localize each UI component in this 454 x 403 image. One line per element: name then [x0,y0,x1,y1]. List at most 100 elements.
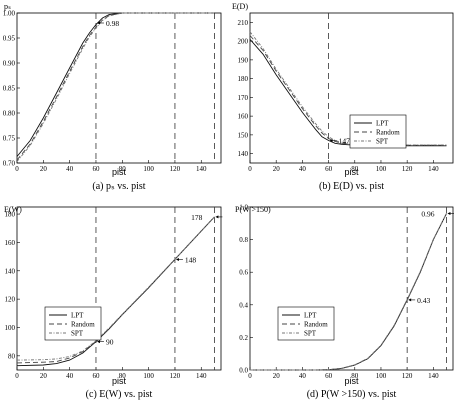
x-tick-label: 40 [299,372,307,380]
plot-frame [249,12,454,164]
annotation-arrowhead [447,212,451,216]
x-tick-label: 140 [428,372,439,380]
y-axis-label: P(W >150) [235,205,271,214]
legend-label: LPT [304,312,317,320]
y-axis-label: E(W) [4,205,22,214]
series-line-lpt [250,213,447,371]
legend-label: LPT [376,120,389,128]
legend-label: SPT [71,330,84,338]
series-line-lpt [16,12,215,157]
x-tick-label: 60 [325,372,333,380]
x-axis-label: pist [344,376,359,386]
plot-frame [16,206,222,371]
x-tick-label: 120 [402,165,413,173]
x-axis-label: pist [344,167,359,177]
y-tick-label: 0.4 [239,301,248,309]
y-tick-label: 140 [5,267,16,275]
series-line-random [249,35,447,146]
annotation-arrowhead [96,21,100,25]
annotation-label: 0.43 [417,296,430,305]
x-tick-label: 0 [248,372,252,380]
annotation-arrowhead [329,139,333,142]
annotation-arrowhead [175,257,179,261]
y-axis-label: pₛ [4,2,11,11]
y-tick-label: 0.80 [3,110,16,118]
x-tick-label: 0 [248,165,252,173]
y-tick-label: 160 [238,113,249,121]
y-tick-label: 0.6 [239,269,248,277]
annotation-arrowhead [408,298,412,302]
y-tick-label: 0.85 [3,85,16,93]
annotation-label: 90 [106,338,114,347]
chart-panel-2: 0 20 40 60 80 100 120 140 80 100 120 140 160 180 90 148… [4,205,223,400]
y-tick-label: 0.75 [3,135,16,143]
chart-caption: (d) P(W >150) vs. pist [307,389,397,400]
series-line-spt [249,31,447,146]
y-tick-label: 0.0 [239,367,248,375]
x-tick-label: 120 [170,372,181,380]
x-tick-label: 20 [40,372,48,380]
x-tick-label: 0 [15,165,19,173]
y-tick-label: 120 [5,296,16,304]
x-tick-label: 40 [66,165,74,173]
legend-box [277,306,335,341]
annotation-label: 0.96 [421,210,434,219]
annotation-label: 178 [191,213,203,222]
y-tick-label: 140 [238,150,249,158]
x-tick-label: 120 [402,372,413,380]
series-line-lpt [16,216,215,367]
x-tick-label: 80 [119,372,127,380]
series-line-spt [16,216,215,361]
x-tick-label: 20 [273,372,281,380]
annotation-arrowhead [96,340,100,344]
y-tick-label: 150 [238,131,249,139]
series-line-random [250,213,447,371]
plot-frame [249,206,454,371]
y-tick-label: 100 [5,324,16,332]
x-tick-label: 100 [376,372,387,380]
y-tick-label: 80 [8,352,16,360]
series-line-random [16,12,215,161]
x-tick-label: 100 [143,372,154,380]
legend-label: SPT [376,138,389,146]
chart-caption: (c) E(W) vs. pist [86,389,153,400]
x-tick-label: 60 [325,165,333,173]
legend-label: Random [376,129,400,137]
y-tick-label: 180 [5,211,16,219]
series-line-lpt [249,39,447,147]
x-axis-label: pist [112,376,127,386]
x-tick-label: 100 [143,165,154,173]
x-tick-label: 140 [196,165,207,173]
x-tick-label: 60 [92,372,100,380]
y-tick-label: 1.0 [239,204,248,212]
x-tick-label: 40 [66,372,74,380]
y-tick-label: 0.90 [3,60,16,68]
annotation-label: 147 [339,137,351,146]
x-tick-label: 100 [376,165,387,173]
y-tick-label: 160 [5,239,16,247]
x-axis-label: pist [112,167,127,177]
plot-frame [16,12,222,164]
legend-label: Random [304,321,328,329]
chart-caption: (b) E(D) vs. pist [319,181,384,192]
x-tick-label: 40 [299,165,307,173]
y-tick-label: 1.00 [3,10,16,18]
x-tick-label: 20 [40,165,48,173]
x-tick-label: 120 [170,165,181,173]
annotation-arrowhead [215,215,219,219]
series-line-spt [16,12,215,162]
chart-panel-3: 0 20 40 60 80 100 120 140 0.0 0.2 0.4 0.6 0.8 1.0 0.43… [235,204,454,400]
legend-label: LPT [71,312,84,320]
series-line-random [16,216,215,364]
legend-label: Random [71,321,95,329]
y-tick-label: 170 [238,94,249,102]
x-tick-label: 0 [15,372,19,380]
y-tick-label: 0.70 [3,160,16,168]
x-tick-label: 140 [428,165,439,173]
chart-panel-0: 0 20 40 60 80 100 120 140 0.70 0.75 0.80 0.85 0.90 0.… [3,2,222,192]
x-tick-label: 60 [92,165,100,173]
annotation-label: 0.98 [106,19,119,28]
chart-panel-1: 0 20 40 60 80 100 120 140 140 150 160 170 180 190 200 2… [232,2,454,192]
y-tick-label: 0.2 [239,334,248,342]
legend-box [349,114,407,149]
